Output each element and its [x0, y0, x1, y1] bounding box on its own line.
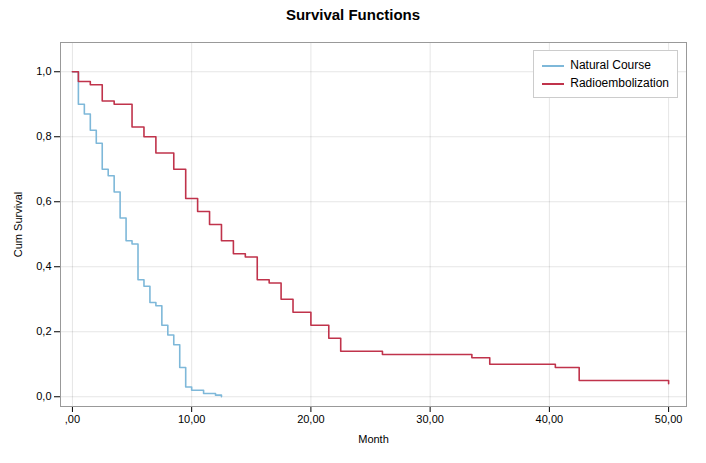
- svg-text:Cum Survival: Cum Survival: [12, 192, 24, 257]
- svg-text:50,00: 50,00: [655, 413, 683, 425]
- svg-text:0,2: 0,2: [36, 325, 51, 337]
- svg-text:0,8: 0,8: [36, 130, 51, 142]
- svg-text:20,00: 20,00: [297, 413, 325, 425]
- svg-text:0,0: 0,0: [36, 390, 51, 402]
- svg-text:1,0: 1,0: [36, 65, 51, 77]
- svg-text:,00: ,00: [65, 413, 80, 425]
- svg-text:30,00: 30,00: [416, 413, 444, 425]
- svg-text:40,00: 40,00: [536, 413, 564, 425]
- html-text:Survival Functions: Survival Functions: [285, 6, 421, 23]
- html-text:Radioembolization: Radioembolization: [570, 76, 669, 90]
- svg-text:10,00: 10,00: [178, 413, 206, 425]
- svg-text:0,6: 0,6: [36, 195, 51, 207]
- svg-text:Month: Month: [358, 433, 389, 445]
- html-text:Natural Course: Natural Course: [570, 58, 651, 72]
- svg-text:0,4: 0,4: [36, 260, 51, 272]
